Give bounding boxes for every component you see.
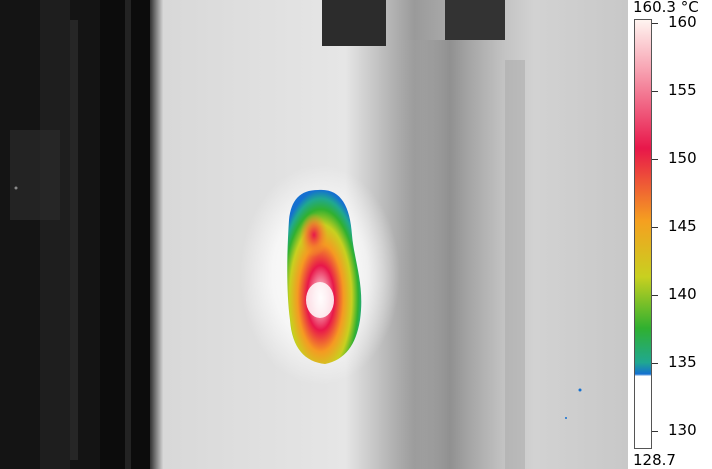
colorbar-tick <box>652 431 658 432</box>
colorbar-panel: 160.3 °C 160 155 150 145 140 135 130 128.7 <box>628 0 712 469</box>
colorbar-tick-label: 130 <box>668 421 697 439</box>
thermal-image <box>0 0 628 469</box>
colorbar-max-label: 160.3 °C <box>633 0 699 16</box>
colorbar-min-label: 128.7 <box>633 451 676 469</box>
temperature-colorbar <box>634 19 652 449</box>
thermal-scene <box>0 0 628 469</box>
colorbar-tick-label: 145 <box>668 217 697 235</box>
colorbar-tick <box>652 91 658 92</box>
colorbar-tick <box>652 363 658 364</box>
colorbar-tick-label: 140 <box>668 285 697 303</box>
colorbar-tick-label: 135 <box>668 353 697 371</box>
colorbar-tick <box>652 23 658 24</box>
colorbar-tick <box>652 227 658 228</box>
colorbar-tick <box>652 159 658 160</box>
colorbar-tick <box>652 295 658 296</box>
colorbar-tick-label: 160 <box>668 13 697 31</box>
colorbar-tick-label: 150 <box>668 149 697 167</box>
colorbar-tick-label: 155 <box>668 81 697 99</box>
